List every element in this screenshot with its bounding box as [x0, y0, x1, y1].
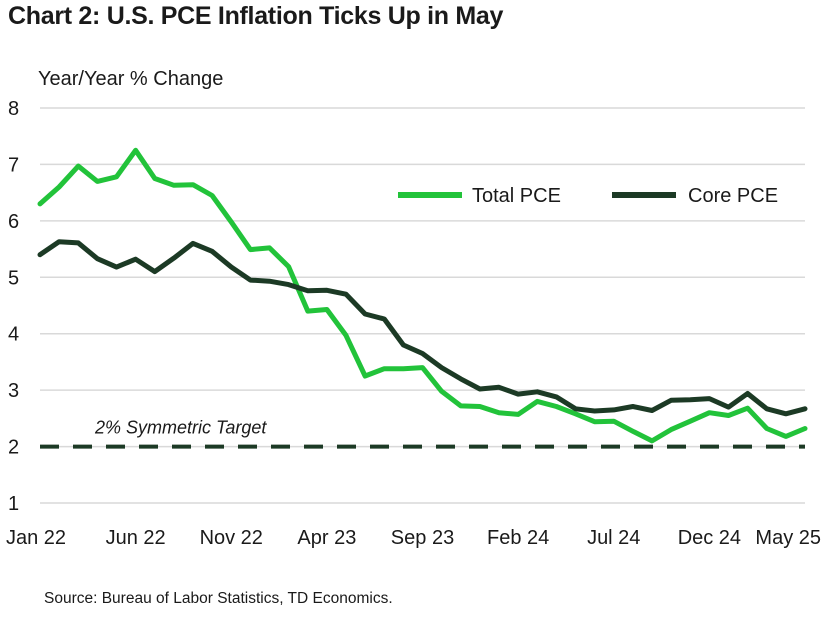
legend-label-total-pce: Total PCE	[472, 185, 561, 207]
x-tick-label-3: Apr 23	[297, 527, 356, 549]
x-axis-ticks: Jan 22 Jun 22 Nov 22 Apr 23 Sep 23 Feb 24 Jul …	[6, 527, 821, 549]
x-tick-label-5: Feb 24	[487, 527, 549, 549]
y-axis-label: Year/Year % Change	[38, 68, 224, 90]
x-tick-label-0: Jan 22	[6, 527, 66, 549]
x-tick-label-2: Nov 22	[200, 527, 263, 549]
legend-label-core-pce: Core PCE	[688, 185, 778, 207]
y-tick-label-1: 1	[8, 493, 19, 515]
series-lines	[37, 147, 808, 444]
x-tick-label-1: Jun 22	[106, 527, 166, 549]
x-tick-label-8: May 25	[755, 527, 821, 549]
source-note: Source: Bureau of Labor Statistics, TD E…	[44, 590, 393, 607]
y-tick-label-8: 8	[8, 98, 19, 120]
y-axis-ticks: 1 2 3 4 5 6 7 8	[8, 98, 19, 515]
y-tick-label-4: 4	[8, 324, 19, 346]
chart-title: Chart 2: U.S. PCE Inflation Ticks Up in …	[8, 2, 504, 30]
y-tick-label-6: 6	[8, 211, 19, 233]
x-tick-label-6: Jul 24	[587, 527, 640, 549]
x-tick-label-7: Dec 24	[678, 527, 741, 549]
target-line-group: 2% Symmetric Target	[40, 418, 805, 449]
y-tick-label-7: 7	[8, 154, 19, 176]
gridlines	[40, 107, 805, 504]
series-line-core-pce	[37, 239, 808, 417]
y-tick-label-2: 2	[8, 437, 19, 459]
y-tick-label-3: 3	[8, 380, 19, 402]
legend: Total PCE Core PCE	[398, 185, 778, 207]
series-line-total-pce	[37, 147, 808, 444]
target-annotation: 2% Symmetric Target	[94, 418, 267, 438]
x-tick-label-4: Sep 23	[391, 527, 454, 549]
y-tick-label-5: 5	[8, 267, 19, 289]
